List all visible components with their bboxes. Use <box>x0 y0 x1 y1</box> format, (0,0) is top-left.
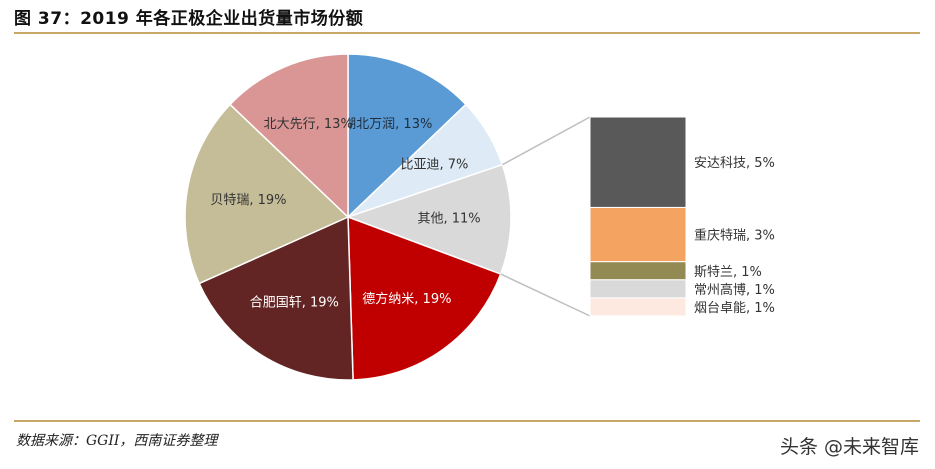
breakdown-label-1: 重庆特瑞, 3% <box>694 228 775 244</box>
breakdown-label-4: 烟台卓能, 1% <box>694 301 775 316</box>
connector-line-top <box>502 116 591 166</box>
breakdown-segment-3 <box>589 279 687 299</box>
top-divider <box>14 32 920 34</box>
pie-slice-6 <box>229 53 349 219</box>
data-source-note: 数据来源：GGII，西南证券整理 <box>16 433 218 449</box>
pie-slice-5 <box>184 103 350 285</box>
watermark-text: 头条 @未来智库 <box>779 436 919 458</box>
breakdown-segment-0 <box>589 116 687 208</box>
pie-slice-4 <box>198 215 354 381</box>
pie-slice-label-0: 湖北万润, 13% <box>343 117 432 132</box>
pie-slice-label-3: 德方纳米, 19% <box>362 291 451 307</box>
breakdown-label-2: 斯特兰, 1% <box>694 265 762 280</box>
pie-slice-label-2: 其他, 11% <box>417 212 480 227</box>
pie-slice-0 <box>347 53 467 219</box>
connector-lines <box>500 116 591 317</box>
pie-slice-3 <box>347 215 502 381</box>
pie-slice-label-5: 贝特瑞, 19% <box>210 193 286 208</box>
breakdown-segment-2 <box>589 261 687 281</box>
pie-slice-label-6: 北大先行, 13% <box>264 117 353 132</box>
pie-of-pie-chart: 湖北万润, 13% 比亚迪, 7% 其他, 11% 德方纳米, 19% 合肥国轩, 19… <box>184 53 775 381</box>
breakdown-label-3: 常州高博, 1% <box>694 282 775 298</box>
figure-title: 图 37：2019 年各正极企业出货量市场份额 <box>14 9 364 29</box>
main-pie: 湖北万润, 13% 比亚迪, 7% 其他, 11% 德方纳米, 19% 合肥国轩, 19… <box>184 53 512 381</box>
breakdown-label-0: 安达科技, 5% <box>694 156 775 171</box>
connector-line-bottom <box>500 273 591 317</box>
breakdown-bar: 安达科技, 5% 重庆特瑞, 3% 斯特兰, 1% 常州高博, 1% 烟台卓能, 1% <box>589 116 775 317</box>
pie-slice-label-1: 比亚迪, 7% <box>401 158 469 173</box>
bottom-divider <box>14 420 920 422</box>
pie-slice-2 <box>345 163 512 276</box>
breakdown-segment-4 <box>589 297 687 317</box>
breakdown-segment-1 <box>589 206 687 263</box>
pie-slice-label-4: 合肥国轩, 19% <box>250 296 339 311</box>
